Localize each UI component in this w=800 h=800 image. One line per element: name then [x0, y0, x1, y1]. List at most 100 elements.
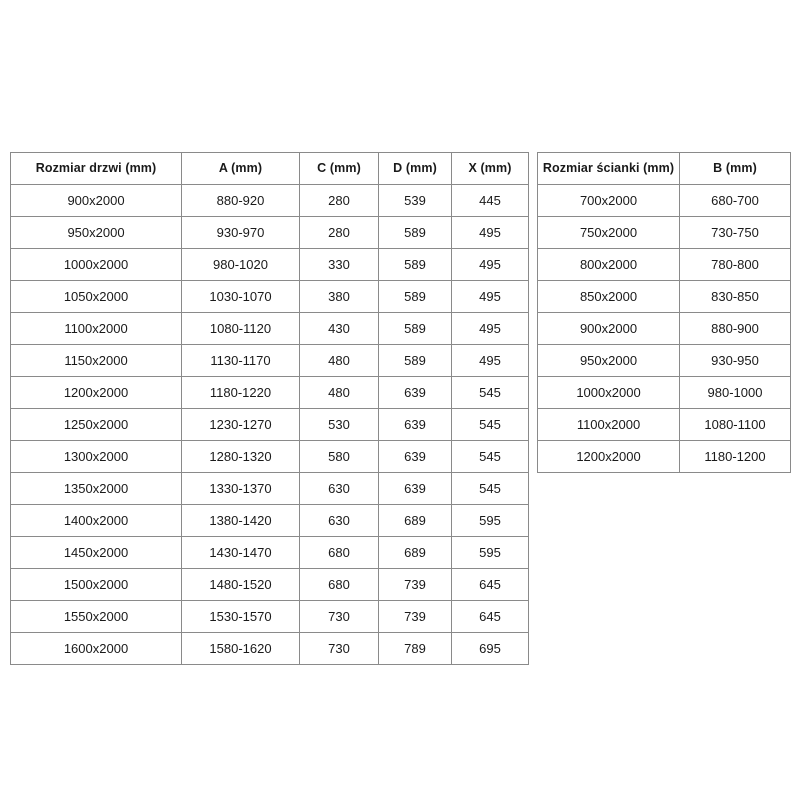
column-header-b: B (mm) [679, 152, 791, 185]
table-row: 1050x2000 1030-1070 380 589 495 [10, 280, 529, 313]
cell-a: 1180-1220 [181, 376, 300, 409]
cell-b: 980-1000 [679, 376, 791, 409]
cell-a: 880-920 [181, 184, 300, 217]
table-row: 1150x2000 1130-1170 480 589 495 [10, 344, 529, 377]
table-row: 950x2000 930-950 [537, 344, 791, 377]
table-row: 1350x2000 1330-1370 630 639 545 [10, 472, 529, 505]
column-header-d: D (mm) [378, 152, 452, 185]
cell-b: 730-750 [679, 216, 791, 249]
cell-d: 589 [378, 312, 452, 345]
cell-c: 380 [299, 280, 379, 313]
cell-a: 1030-1070 [181, 280, 300, 313]
cell-a: 1580-1620 [181, 632, 300, 665]
cell-c: 730 [299, 632, 379, 665]
table-row: 1450x2000 1430-1470 680 689 595 [10, 536, 529, 569]
table-row: 1500x2000 1480-1520 680 739 645 [10, 568, 529, 601]
wall-table-head: Rozmiar ścianki (mm) B (mm) [537, 152, 791, 185]
cell-x: 545 [451, 472, 529, 505]
cell-c: 580 [299, 440, 379, 473]
cell-x: 445 [451, 184, 529, 217]
table-row: 1000x2000 980-1000 [537, 376, 791, 409]
table-row: 1200x2000 1180-1200 [537, 440, 791, 473]
cell-door-size: 1150x2000 [10, 344, 182, 377]
table-row: 850x2000 830-850 [537, 280, 791, 313]
cell-c: 530 [299, 408, 379, 441]
cell-x: 495 [451, 344, 529, 377]
column-header-door-size: Rozmiar drzwi (mm) [10, 152, 182, 185]
table-row: 1550x2000 1530-1570 730 739 645 [10, 600, 529, 633]
table-row: 1600x2000 1580-1620 730 789 695 [10, 632, 529, 665]
cell-door-size: 1500x2000 [10, 568, 182, 601]
cell-d: 639 [378, 472, 452, 505]
cell-x: 545 [451, 440, 529, 473]
cell-a: 1130-1170 [181, 344, 300, 377]
cell-c: 480 [299, 344, 379, 377]
cell-c: 730 [299, 600, 379, 633]
cell-x: 645 [451, 600, 529, 633]
table-row: 950x2000 930-970 280 589 495 [10, 216, 529, 249]
cell-d: 739 [378, 568, 452, 601]
cell-door-size: 1600x2000 [10, 632, 182, 665]
column-header-x: X (mm) [451, 152, 529, 185]
table-header-row: Rozmiar ścianki (mm) B (mm) [537, 152, 791, 185]
table-row: 1100x2000 1080-1120 430 589 495 [10, 312, 529, 345]
table-header-row: Rozmiar drzwi (mm) A (mm) C (mm) D (mm) … [10, 152, 529, 185]
cell-c: 680 [299, 568, 379, 601]
cell-d: 639 [378, 376, 452, 409]
cell-c: 630 [299, 504, 379, 537]
wall-panel-size-table: Rozmiar ścianki (mm) B (mm) 700x2000 680-… [537, 152, 791, 473]
cell-wall-size: 800x2000 [537, 248, 680, 281]
cell-c: 430 [299, 312, 379, 345]
cell-b: 680-700 [679, 184, 791, 217]
cell-c: 330 [299, 248, 379, 281]
cell-door-size: 1300x2000 [10, 440, 182, 473]
cell-a: 1480-1520 [181, 568, 300, 601]
cell-d: 689 [378, 504, 452, 537]
cell-door-size: 1350x2000 [10, 472, 182, 505]
column-header-c: C (mm) [299, 152, 379, 185]
cell-b: 930-950 [679, 344, 791, 377]
cell-door-size: 1000x2000 [10, 248, 182, 281]
cell-c: 680 [299, 536, 379, 569]
cell-x: 695 [451, 632, 529, 665]
cell-a: 980-1020 [181, 248, 300, 281]
cell-d: 639 [378, 408, 452, 441]
table-row: 750x2000 730-750 [537, 216, 791, 249]
cell-door-size: 1550x2000 [10, 600, 182, 633]
cell-a: 1280-1320 [181, 440, 300, 473]
table-row: 900x2000 880-900 [537, 312, 791, 345]
cell-door-size: 1200x2000 [10, 376, 182, 409]
cell-b: 830-850 [679, 280, 791, 313]
cell-c: 480 [299, 376, 379, 409]
cell-a: 1530-1570 [181, 600, 300, 633]
column-header-a: A (mm) [181, 152, 300, 185]
cell-x: 495 [451, 216, 529, 249]
column-header-wall-size: Rozmiar ścianki (mm) [537, 152, 680, 185]
cell-x: 645 [451, 568, 529, 601]
table-row: 1000x2000 980-1020 330 589 495 [10, 248, 529, 281]
cell-door-size: 1400x2000 [10, 504, 182, 537]
table-row: 1200x2000 1180-1220 480 639 545 [10, 376, 529, 409]
cell-b: 1180-1200 [679, 440, 791, 473]
cell-door-size: 1050x2000 [10, 280, 182, 313]
cell-d: 539 [378, 184, 452, 217]
cell-d: 639 [378, 440, 452, 473]
cell-d: 739 [378, 600, 452, 633]
cell-x: 545 [451, 376, 529, 409]
cell-a: 1380-1420 [181, 504, 300, 537]
cell-d: 789 [378, 632, 452, 665]
cell-b: 1080-1100 [679, 408, 791, 441]
cell-a: 1230-1270 [181, 408, 300, 441]
cell-b: 780-800 [679, 248, 791, 281]
cell-a: 1430-1470 [181, 536, 300, 569]
table-row: 800x2000 780-800 [537, 248, 791, 281]
cell-d: 589 [378, 248, 452, 281]
cell-wall-size: 700x2000 [537, 184, 680, 217]
cell-c: 280 [299, 184, 379, 217]
cell-x: 545 [451, 408, 529, 441]
cell-a: 930-970 [181, 216, 300, 249]
cell-x: 495 [451, 248, 529, 281]
door-size-table: Rozmiar drzwi (mm) A (mm) C (mm) D (mm) … [10, 152, 529, 665]
cell-a: 1330-1370 [181, 472, 300, 505]
